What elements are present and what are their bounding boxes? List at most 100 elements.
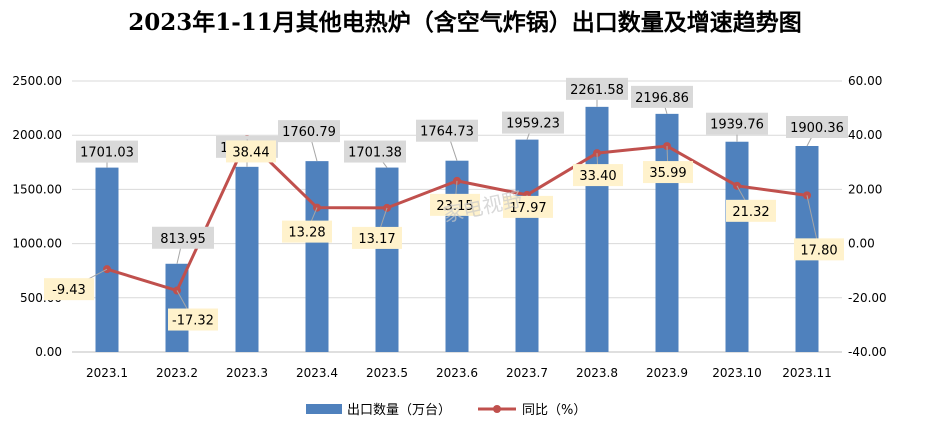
bar	[585, 106, 609, 352]
bar-label: 1764.73	[420, 125, 474, 140]
x-tick-label: 2023.5	[366, 366, 408, 380]
bar-label-box	[76, 140, 138, 163]
left-tick-label: 0.00	[35, 345, 62, 359]
line-label-box	[168, 308, 218, 331]
line-label-group: 17.80	[794, 195, 844, 261]
bar-label-box	[706, 112, 768, 135]
bar-label: 1701.38	[348, 146, 402, 161]
line-label-box	[44, 278, 94, 301]
bar-label: 1959.23	[506, 117, 560, 132]
bar-label-box	[344, 140, 406, 163]
bar-label-box	[278, 120, 340, 143]
bar-label-group: 1701.03	[76, 140, 138, 168]
left-tick-label: 2500.00	[12, 74, 62, 88]
bar-label: 1939.76	[710, 118, 764, 133]
bar	[375, 167, 399, 352]
right-tick-label: 60.00	[848, 74, 882, 88]
x-tick-label: 2023.11	[782, 366, 832, 380]
line-label-group: -9.43	[44, 268, 108, 301]
x-tick-label: 2023.2	[156, 366, 198, 380]
line-label: 17.80	[800, 243, 837, 258]
bar-label-group: 1701.38	[344, 140, 406, 168]
left-tick-label: 1000.00	[12, 237, 62, 251]
line-label: 17.97	[509, 201, 546, 216]
bar-label-box	[786, 116, 848, 139]
line-label: 13.17	[358, 232, 395, 247]
bar-label-group: 1760.79	[278, 120, 340, 162]
bar-label: 1760.79	[282, 125, 336, 140]
bar-labels: 1701.03813.951708.161760.791701.381764.7…	[76, 77, 848, 264]
line-label: 35.99	[649, 166, 686, 181]
bar-label-group: 2261.58	[566, 77, 628, 107]
line-label: 33.40	[579, 169, 616, 184]
bar-label-group: 1959.23	[502, 111, 564, 140]
line-label-group: 35.99	[643, 146, 693, 184]
x-tick-label: 2023.7	[506, 366, 548, 380]
left-tick-label: 2000.00	[12, 128, 62, 142]
line-label-box	[794, 238, 844, 261]
x-axis: 2023.1 2023.2 2023.3 2023.4 2023.5 2023.6 2023…	[86, 366, 832, 380]
bar-label: 2196.86	[635, 91, 689, 106]
legend-bar-label: 出口数量（万台）	[347, 403, 451, 418]
line-label-group: 21.32	[726, 185, 776, 222]
bar-label-box	[502, 111, 564, 134]
line-label-box	[726, 199, 776, 222]
legend-bar-swatch	[306, 404, 342, 414]
right-tick-label: -40.00	[848, 345, 887, 359]
x-tick-label: 2023.3	[226, 366, 268, 380]
line-label-group: 13.28	[282, 207, 332, 243]
line-label-box	[503, 195, 553, 218]
line-label: -9.43	[52, 283, 86, 298]
chart-title: 2023年1-11月其他电热炉（含空气炸锅）出口数量及增速趋势图	[128, 9, 802, 36]
line-label-group: 13.17	[352, 207, 402, 249]
right-tick-label: -20.00	[848, 291, 887, 305]
bar	[165, 263, 189, 352]
bar	[445, 160, 469, 352]
line-label: 21.32	[732, 205, 769, 220]
right-tick-label: 0.00	[848, 237, 875, 251]
bar	[95, 167, 119, 352]
line-label: -17.32	[172, 314, 214, 329]
line-label: 13.28	[288, 226, 325, 241]
x-tick-label: 2023.10	[712, 366, 762, 380]
legend-line-marker	[493, 405, 501, 413]
bar-label-box	[416, 119, 478, 142]
right-axis: -40.00 -20.00 0.00 20.00 40.00 60.00	[848, 74, 887, 359]
line-label-group: 17.97	[503, 194, 553, 218]
right-tick-label: 40.00	[848, 128, 882, 142]
line-labels: -9.43 -17.32 38.44 13.28 13.17 23.15 17.97 33.4…	[44, 139, 844, 331]
bar	[305, 161, 329, 352]
bar-label-group: 813.95	[152, 226, 214, 264]
left-tick-label: 1500.00	[12, 182, 62, 196]
bar-label: 1900.36	[790, 121, 844, 136]
line-label-group: -17.32	[168, 290, 218, 331]
bar	[515, 139, 539, 352]
line-label-box	[282, 220, 332, 243]
line-label-box	[352, 226, 402, 249]
bar	[725, 141, 749, 352]
right-tick-label: 20.00	[848, 182, 882, 196]
bar-label: 813.95	[160, 232, 206, 247]
bar	[235, 166, 259, 352]
bar-label-group: 1900.36	[786, 116, 848, 147]
bar-label: 1701.03	[80, 146, 134, 161]
legend: 出口数量（万台） 同比（%）	[306, 403, 586, 418]
line-label-box	[430, 193, 480, 216]
bar-label-box	[566, 77, 628, 100]
line-label: 23.15	[436, 199, 473, 214]
bar-label: 2261.58	[570, 83, 624, 98]
x-tick-label: 2023.4	[296, 366, 338, 380]
x-tick-label: 2023.8	[576, 366, 618, 380]
bar-label-group: 1939.76	[706, 112, 768, 142]
line-label-group: 38.44	[226, 139, 276, 163]
line-label: 38.44	[232, 145, 269, 160]
x-tick-label: 2023.9	[646, 366, 688, 380]
line-label-box	[643, 161, 693, 184]
x-tick-label: 2023.6	[436, 366, 478, 380]
bar-label-group: 2196.86	[631, 85, 693, 115]
line-label-box	[573, 164, 623, 187]
line-label-group: 33.40	[573, 153, 623, 187]
line-label-group: 23.15	[430, 180, 480, 216]
